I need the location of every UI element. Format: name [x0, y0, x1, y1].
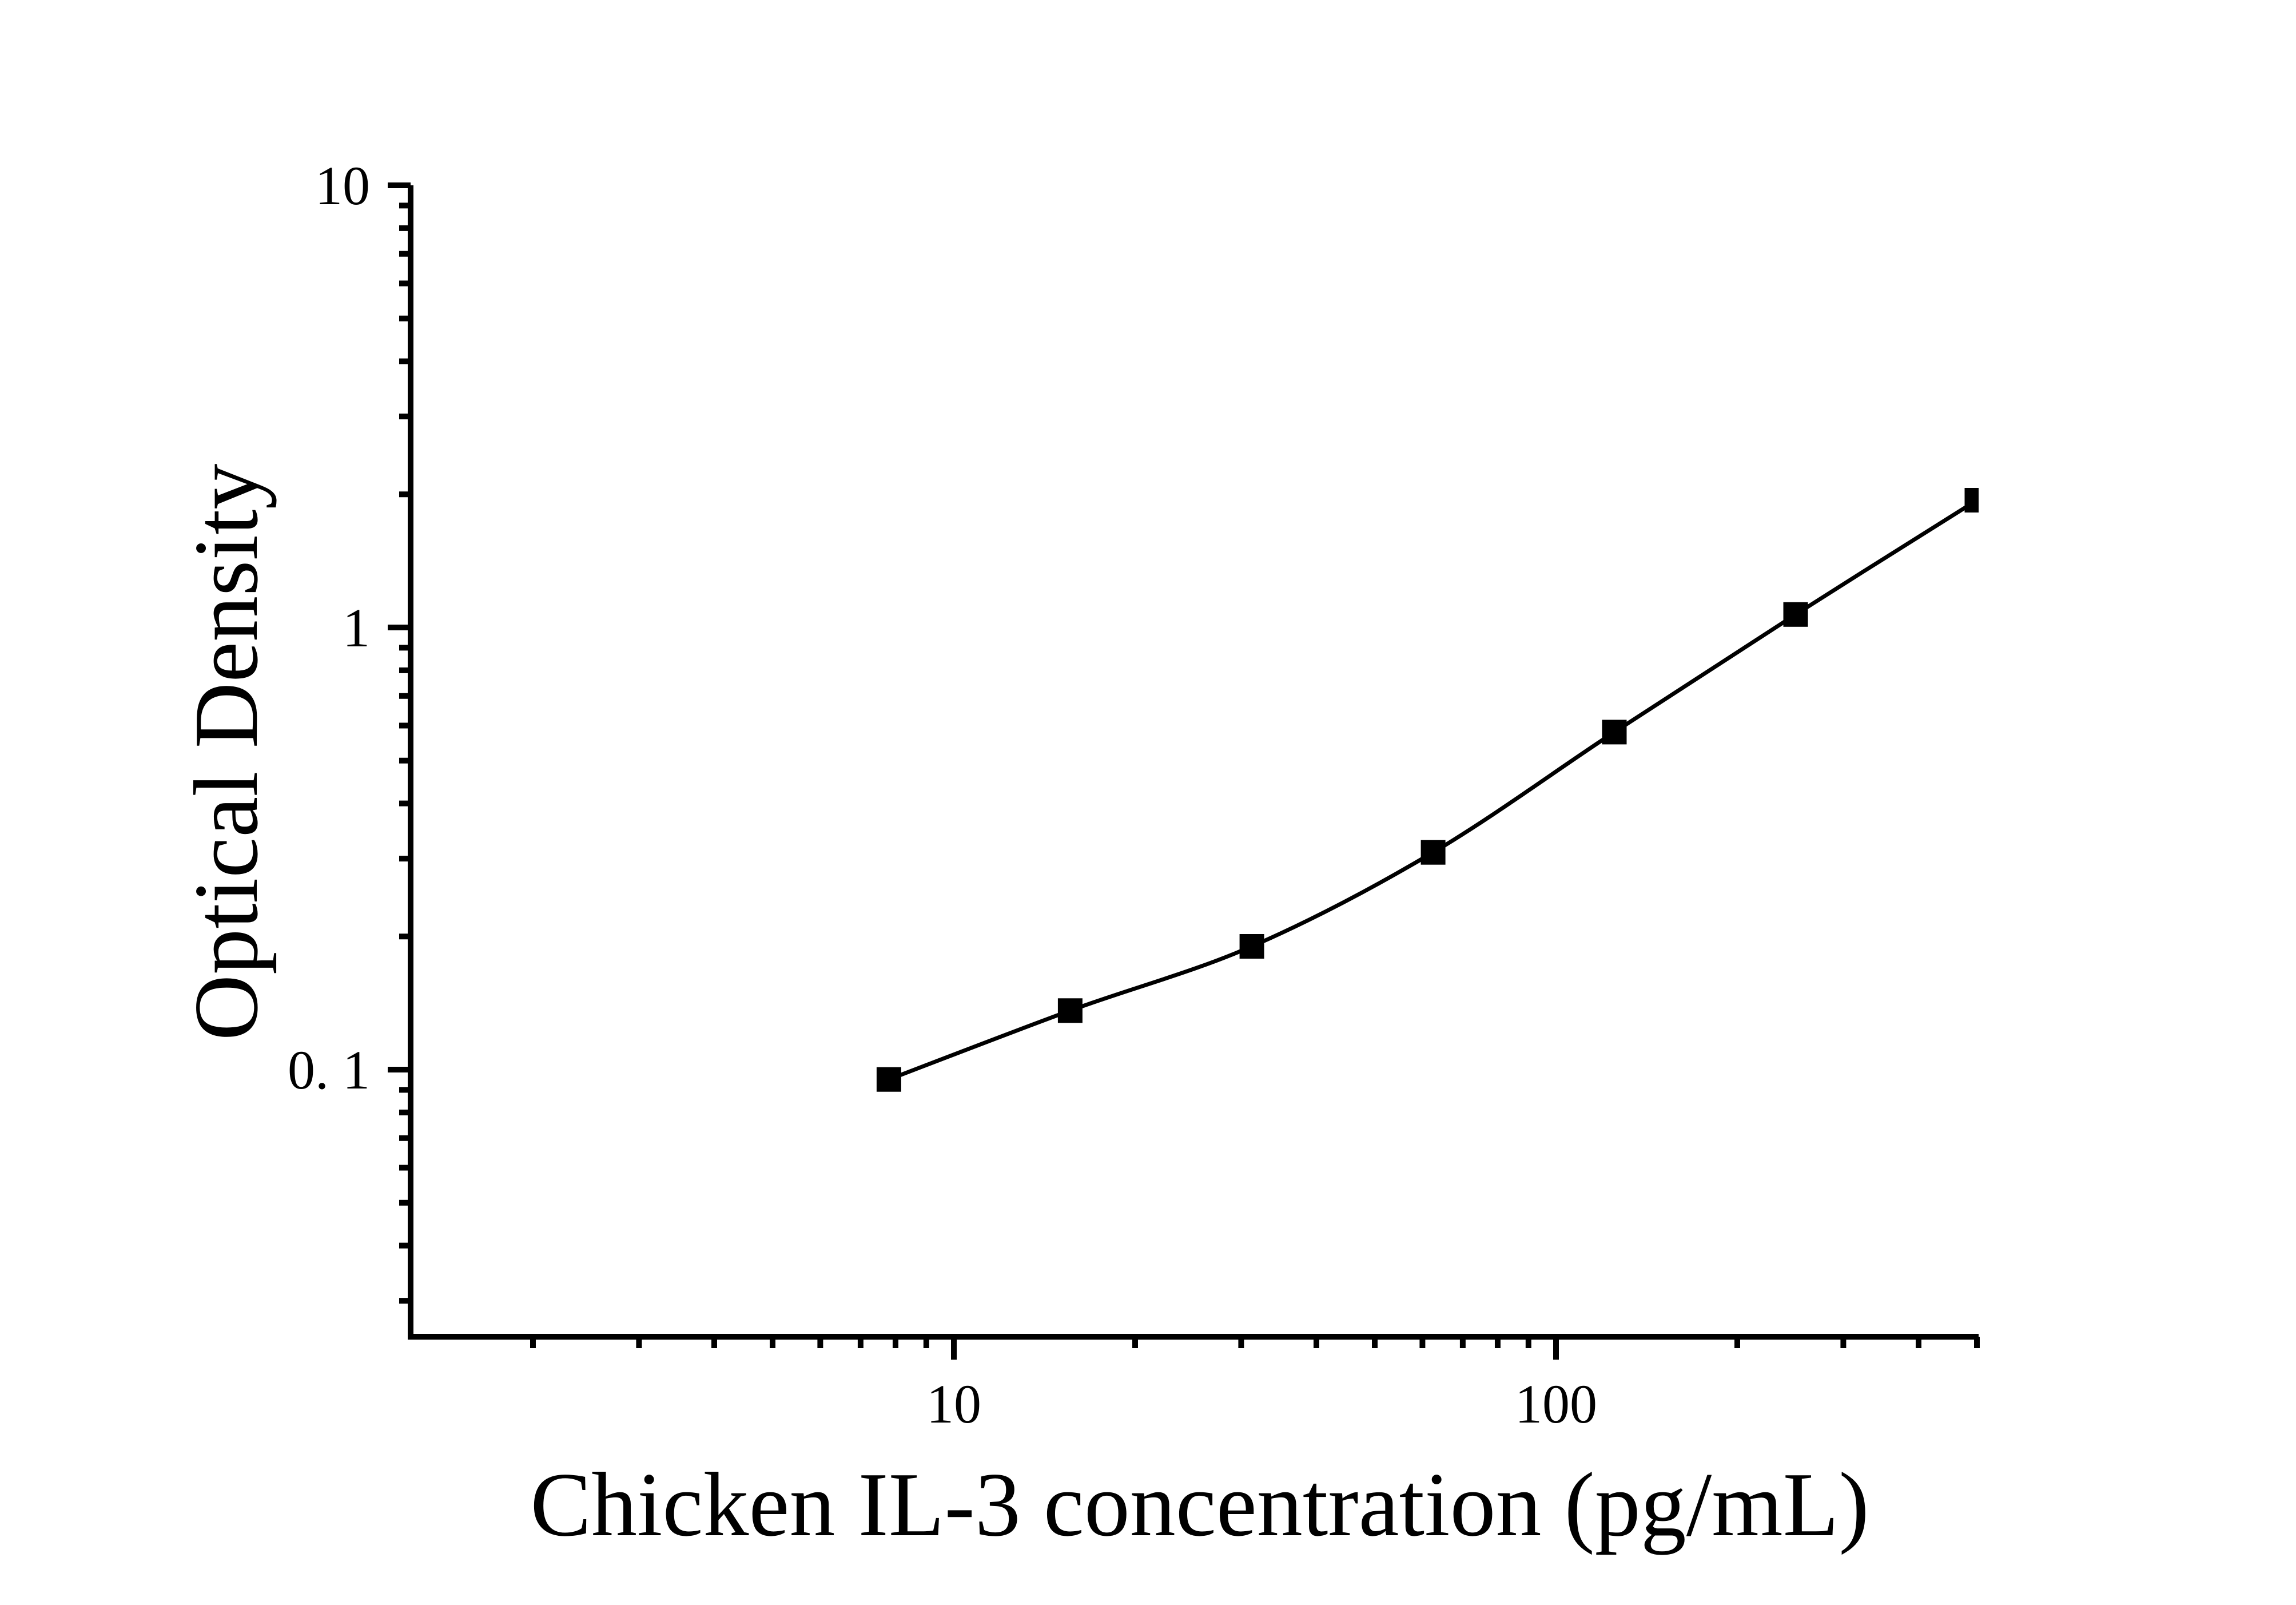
- axes-lines: [408, 185, 1979, 1340]
- y-tick-label: 10: [315, 155, 370, 216]
- x-axis-ticks: [530, 1337, 1980, 1360]
- y-tick-label: 0. 1: [288, 1039, 370, 1101]
- y-axis-title: Optical Density: [175, 463, 277, 1041]
- data-point-marker: [1964, 488, 1979, 513]
- series-group: [876, 488, 1979, 1092]
- y-axis-ticks: [388, 182, 411, 1304]
- x-tick-label: 10: [926, 1373, 981, 1435]
- y-tick-label: 1: [343, 597, 370, 658]
- x-tick-label: 100: [1515, 1373, 1597, 1435]
- data-point-marker: [1057, 998, 1083, 1023]
- data-point-marker: [1420, 840, 1446, 865]
- standard-curve-line: [888, 498, 1978, 1082]
- data-point-marker: [876, 1067, 901, 1092]
- data-point-marker: [1602, 720, 1627, 745]
- data-point-marker: [1783, 602, 1808, 627]
- data-point-marker: [1239, 934, 1264, 959]
- x-axis-title: Chicken IL-3 concentration (pg/mL): [530, 1453, 1869, 1555]
